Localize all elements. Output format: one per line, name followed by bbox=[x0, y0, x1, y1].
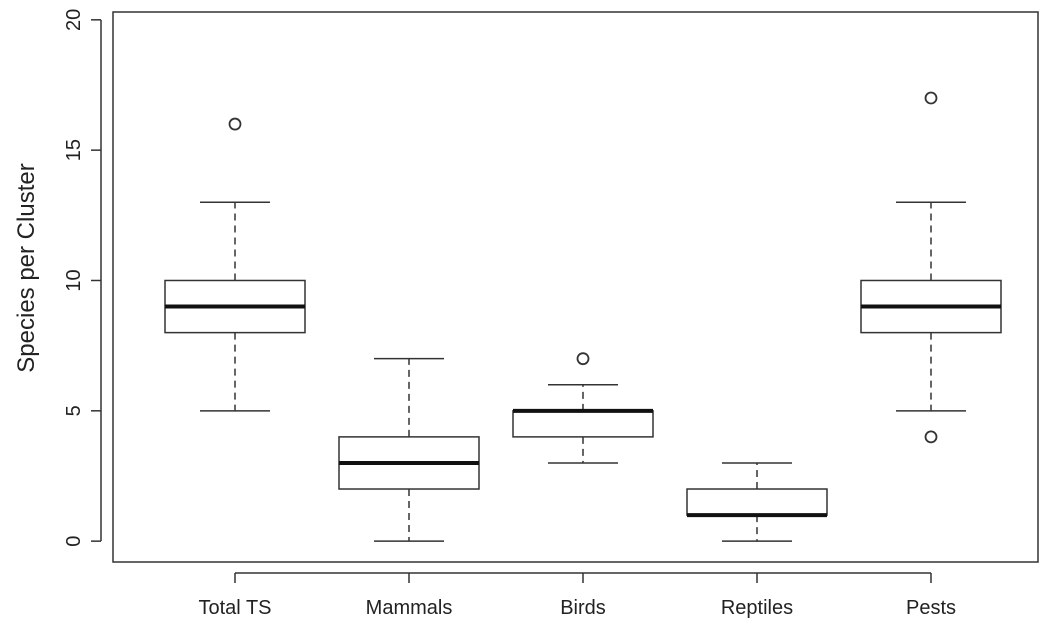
y-axis: 0 5 10 15 20 bbox=[63, 9, 102, 547]
outlier-point bbox=[924, 91, 938, 105]
outlier-point bbox=[228, 117, 242, 131]
box-total-ts bbox=[164, 117, 306, 412]
x-tick-label: Mammals bbox=[366, 597, 453, 619]
y-axis-title: Species per Cluster bbox=[13, 163, 40, 372]
x-tick-label: Pests bbox=[906, 597, 956, 619]
boxes bbox=[164, 91, 1002, 542]
y-tick-label: 0 bbox=[63, 536, 85, 547]
x-tick-label: Total TS bbox=[199, 597, 272, 619]
y-tick-label: 10 bbox=[63, 269, 85, 291]
x-tick-label: Reptiles bbox=[721, 597, 793, 619]
iqr-box bbox=[686, 488, 828, 516]
y-tick-label: 15 bbox=[63, 139, 85, 161]
outlier-point bbox=[924, 430, 938, 444]
box-pests bbox=[860, 91, 1002, 444]
iqr-box bbox=[512, 410, 654, 438]
y-tick-label: 5 bbox=[63, 405, 85, 416]
box-birds bbox=[512, 352, 654, 464]
x-axis: Total TS Mammals Birds Reptiles Pests bbox=[199, 572, 956, 619]
y-tick-label: 20 bbox=[63, 9, 85, 31]
box-mammals bbox=[338, 357, 480, 542]
plot-frame bbox=[112, 11, 1039, 563]
box-reptiles bbox=[686, 462, 828, 542]
x-tick-label: Birds bbox=[560, 597, 606, 619]
outlier-point bbox=[576, 352, 590, 366]
